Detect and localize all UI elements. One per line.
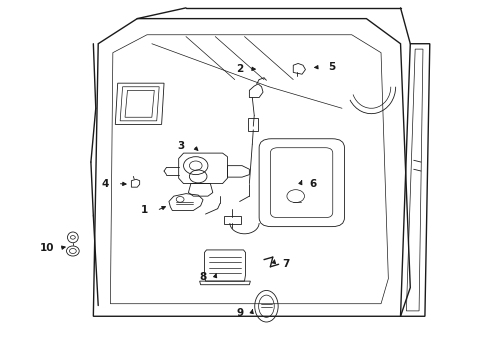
Text: 7: 7 (282, 259, 289, 269)
Text: 9: 9 (236, 308, 243, 318)
Text: 5: 5 (328, 62, 335, 72)
Text: 1: 1 (141, 206, 148, 216)
Text: 2: 2 (236, 64, 243, 74)
Text: 10: 10 (40, 243, 54, 253)
Text: 6: 6 (308, 179, 316, 189)
Text: 4: 4 (102, 179, 109, 189)
Text: 3: 3 (177, 141, 184, 151)
Text: 8: 8 (199, 272, 206, 282)
